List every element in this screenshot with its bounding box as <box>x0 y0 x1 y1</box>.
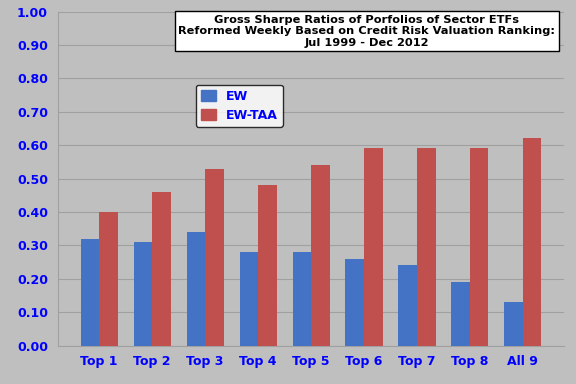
Bar <box>470 149 488 346</box>
Bar <box>293 252 311 346</box>
Bar <box>81 239 99 346</box>
Bar <box>452 282 470 346</box>
Bar <box>399 265 417 346</box>
Bar <box>240 252 258 346</box>
Bar <box>205 169 223 346</box>
Legend: EW, EW-TAA: EW, EW-TAA <box>196 84 282 127</box>
Bar <box>364 149 382 346</box>
Bar <box>152 192 170 346</box>
Bar <box>523 139 541 346</box>
Text: Gross Sharpe Ratios of Porfolios of Sector ETFs
Reformed Weekly Based on Credit : Gross Sharpe Ratios of Porfolios of Sect… <box>179 15 555 48</box>
Bar <box>187 232 205 346</box>
Bar <box>346 259 364 346</box>
Bar <box>99 212 118 346</box>
Bar <box>417 149 435 346</box>
Bar <box>505 302 523 346</box>
Bar <box>134 242 152 346</box>
Bar <box>311 165 329 346</box>
Bar <box>258 185 276 346</box>
